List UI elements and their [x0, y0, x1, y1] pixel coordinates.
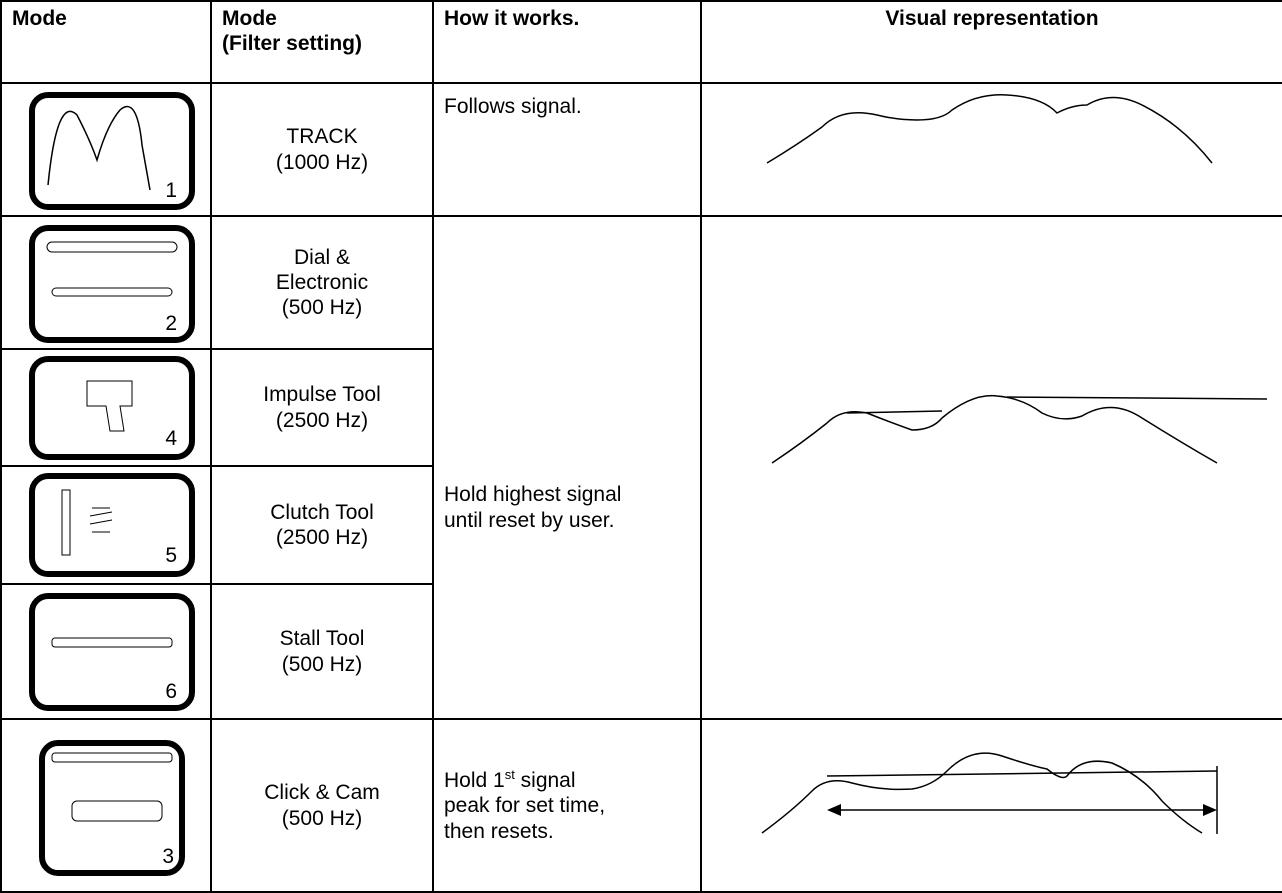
mode-cell: Click & Cam (500 Hz) [210, 718, 434, 893]
mode-name: Impulse Tool [263, 383, 381, 407]
icon-cell: 2 [0, 215, 212, 350]
mode-name: Electronic [275, 270, 369, 294]
visual-cell [700, 215, 1282, 720]
icon-number: 6 [165, 680, 177, 703]
header-mode-filter: Mode (Filter setting) [210, 0, 434, 84]
hold-curve [771, 394, 1268, 464]
mode-cell: Clutch Tool (2500 Hz) [210, 465, 434, 585]
visual-cell [700, 718, 1282, 893]
how-text: Hold 1 [444, 769, 505, 793]
icon-cell: 6 [0, 583, 212, 720]
header-row: Mode Mode (Filter setting) How it works. … [0, 0, 1282, 84]
filter: (500 Hz) [281, 296, 363, 320]
icon: 2 [29, 225, 195, 343]
how-cell: Hold highest signal until reset by user. [432, 215, 702, 720]
icon: 6 [29, 593, 195, 711]
header-line: Mode [222, 7, 277, 30]
how-cell: Hold 1st signal peak for set time, then re… [432, 718, 702, 893]
how-text: signal [514, 769, 576, 793]
icon: 5 [29, 473, 195, 577]
visual-cell [700, 82, 1282, 217]
mode-cell: Stall Tool (500 Hz) [210, 583, 434, 720]
filter: (500 Hz) [281, 806, 363, 830]
icon: 4 [29, 356, 195, 460]
icon-number: 5 [165, 544, 177, 567]
icon: 3 [39, 740, 185, 876]
mode-cell: Dial & Electronic (500 Hz) [210, 215, 434, 350]
row: 4 Impulse Tool (2500 Hz) [0, 348, 1282, 467]
mode-name: Stall Tool [279, 627, 365, 651]
superscript: st [504, 767, 515, 783]
how-line: Hold highest signal [444, 483, 622, 507]
mode-cell: TRACK (1000 Hz) [210, 82, 434, 217]
filter: (2500 Hz) [275, 526, 369, 549]
how-line: Hold 1st signal [444, 767, 690, 793]
row: 3 Click & Cam (500 Hz) Hold 1st signal pea… [0, 718, 1282, 893]
icon-cell: 3 [0, 718, 212, 893]
icon-number: 1 [165, 179, 177, 202]
header-mode: Mode [0, 0, 212, 84]
icon-cell: 4 [0, 348, 212, 467]
header-visual: Visual representation [700, 0, 1282, 84]
icon-number: 4 [165, 427, 177, 450]
how-cell: Follows signal. [432, 82, 702, 217]
track-curve [766, 94, 1213, 164]
mode-name: Click & Cam [264, 781, 380, 805]
mode-cell: Impulse Tool (2500 Hz) [210, 348, 434, 467]
mode-name: Dial & [293, 245, 351, 269]
row: 1 TRACK (1000 Hz) Follows signal. [0, 82, 1282, 217]
icon-cell: 1 [0, 82, 212, 217]
click-curve [761, 752, 1218, 834]
how-line: until reset by user. [444, 508, 615, 532]
icon: 1 [29, 92, 195, 210]
row: 5 Clutch Tool (2500 Hz) [0, 465, 1282, 585]
how-line: peak for set time, [444, 794, 606, 818]
filter: (2500 Hz) [275, 408, 369, 432]
filter: (1000 Hz) [275, 150, 369, 174]
row: 6 Stall Tool (500 Hz) [0, 583, 1282, 720]
icon-number: 2 [165, 312, 177, 335]
header-how: How it works. [432, 0, 702, 84]
header-line: (Filter setting) [222, 32, 362, 56]
mode-name: Clutch Tool [270, 500, 374, 524]
icon-cell: 5 [0, 465, 212, 585]
how-line: then resets. [444, 819, 554, 843]
mode-name: TRACK [286, 125, 358, 149]
icon-number: 3 [162, 845, 174, 868]
filter: (500 Hz) [281, 652, 363, 676]
row: 2 Dial & Electronic (500 Hz) Hold highest … [0, 215, 1282, 720]
